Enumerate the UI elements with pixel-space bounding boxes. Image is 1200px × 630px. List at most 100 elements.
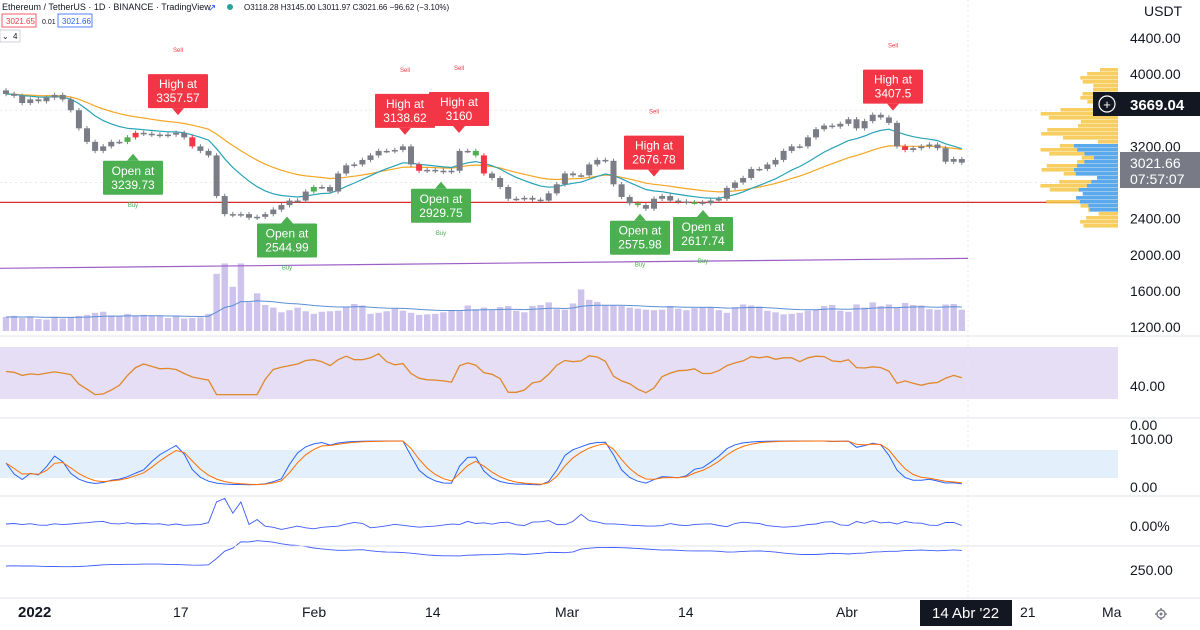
candle-body — [877, 114, 884, 118]
candle-body — [205, 150, 212, 156]
candle-body — [505, 187, 512, 199]
volume-bar — [553, 309, 560, 331]
profile-bar-up — [1080, 220, 1118, 224]
candle-body — [788, 146, 795, 151]
candle-body — [813, 129, 819, 138]
signal-pointer — [127, 153, 139, 161]
candle-body — [424, 169, 431, 172]
candle-body — [829, 125, 836, 128]
volume-bar — [375, 312, 382, 331]
candle-body — [675, 200, 682, 203]
candle-body — [181, 132, 188, 138]
candle-body — [270, 209, 277, 215]
last-price-value: 3021.66 — [1130, 155, 1181, 171]
indicators-chevron-icon: ⌄ — [2, 32, 9, 41]
time-label-21: 21 — [1020, 604, 1036, 620]
signal-text: High at — [440, 95, 479, 109]
candle-body — [537, 199, 544, 202]
volume-bar — [221, 263, 228, 331]
last-pane-axis-tick: 250.00 — [1130, 562, 1173, 578]
signal-box — [610, 220, 670, 255]
symbol-title[interactable]: Ethereum / TetherUS · 1D · BINANCE · Tra… — [2, 2, 211, 12]
volume-bar — [837, 310, 844, 331]
volume-bar — [812, 309, 820, 331]
time-label-14-mar: 14 — [678, 604, 694, 620]
volume-bar — [699, 307, 706, 331]
candle-body — [367, 155, 374, 160]
indicators-count: 4 — [13, 32, 18, 41]
add-alert-icon[interactable] — [1098, 95, 1116, 113]
price-axis-tick: 4000.00 — [1130, 66, 1181, 82]
candle-body — [132, 132, 139, 138]
profile-bar-up — [1049, 152, 1118, 156]
volume-bar — [432, 313, 439, 331]
candle-body — [748, 168, 755, 178]
profile-bar-up — [1080, 76, 1118, 80]
volume-bar — [893, 307, 901, 331]
signal-text: 3239.73 — [111, 178, 155, 192]
volume-bar — [75, 315, 83, 331]
time-label-14-feb: 14 — [425, 604, 441, 620]
profile-bar-up — [1078, 124, 1118, 128]
candle-body — [707, 200, 714, 204]
candle-body — [885, 117, 892, 123]
candle-body — [213, 155, 220, 197]
candle-body — [432, 169, 439, 172]
indicators-toggle[interactable]: ⌄ 4 — [0, 29, 21, 43]
volume-bar — [67, 317, 74, 331]
crosshair-price-tag[interactable]: + 3669.04 — [1093, 92, 1200, 116]
symbol-legend[interactable]: Ethereum / TetherUS · 1D · BINANCE · Tra… — [2, 2, 450, 14]
signal-text: Open at — [682, 220, 725, 234]
gear-icon[interactable] — [1155, 608, 1167, 620]
price-axis-currency: USDT — [1144, 3, 1183, 19]
volume-bar — [59, 318, 66, 331]
time-label-abr: Abr — [836, 604, 858, 620]
volume-bar — [334, 310, 342, 331]
volume-profile — [1040, 68, 1118, 228]
volume-bar — [91, 312, 99, 331]
candle-body — [197, 146, 204, 151]
volume-bar — [2, 316, 10, 331]
volume-bar — [148, 315, 155, 331]
candle-body — [918, 146, 925, 149]
volume-bar — [359, 305, 366, 331]
candle-body — [294, 200, 301, 203]
candle-body — [910, 148, 917, 150]
candle-body — [594, 159, 601, 165]
bar-countdown: 07:57:07 — [1130, 171, 1185, 187]
volume-bar — [772, 312, 779, 331]
profile-bar-down — [1089, 208, 1118, 212]
signal-text: 2575.98 — [618, 238, 662, 252]
time-axis[interactable]: 2022 17 Feb 14 Mar 14 Abr 14 Abr '22 21 … — [18, 600, 1122, 626]
volume-bar — [164, 318, 172, 331]
symbol-title-arrow-icon[interactable]: ↗ — [208, 3, 216, 14]
candle-body — [84, 128, 90, 142]
profile-bar-down — [1078, 188, 1118, 192]
candle-body — [67, 99, 74, 111]
signal-marker: Buy — [635, 263, 645, 269]
price-axis[interactable] — [1120, 0, 1200, 598]
signal-text: Open at — [112, 164, 155, 178]
volume-bar — [618, 306, 625, 331]
signal-pointer — [648, 169, 660, 177]
volume-bar — [440, 312, 447, 331]
time-label-17-jan: 17 — [173, 604, 189, 620]
signal-text: 3407.5 — [875, 87, 912, 101]
volume-bar — [116, 315, 123, 331]
bid-ask-panel[interactable]: 3021.65 0.01 3021.66 — [1, 13, 93, 28]
volume-bar — [561, 309, 569, 331]
profile-bar-down — [1096, 176, 1118, 180]
volume-bar — [869, 302, 876, 331]
profile-bar-up — [1093, 84, 1118, 88]
volume-bar — [926, 309, 933, 331]
candle-body — [383, 150, 390, 153]
volume-bar — [456, 311, 463, 331]
volume-bar — [513, 310, 520, 331]
crosshair-price: 3669.04 — [1130, 97, 1185, 114]
